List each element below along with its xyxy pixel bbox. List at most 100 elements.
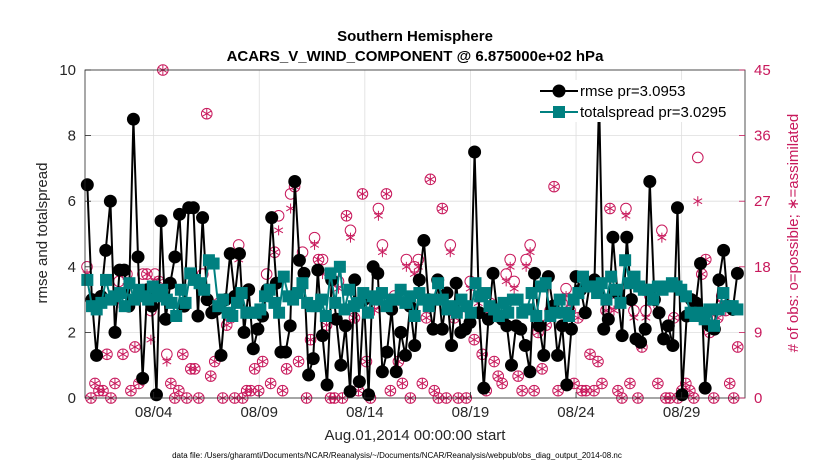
totalspread-point xyxy=(352,296,365,309)
rmse-point xyxy=(712,273,726,287)
y-tick-label-left: 2 xyxy=(68,324,76,341)
rmse-point xyxy=(528,266,542,280)
rmse-point xyxy=(117,263,131,277)
obs-assimilated-marker xyxy=(513,371,523,382)
obs-assimilated-marker xyxy=(621,210,631,221)
obs-possible-marker xyxy=(93,384,105,397)
obs-assimilated-marker xyxy=(653,378,663,389)
legend-rmse-marker xyxy=(552,84,566,98)
obs-possible-marker xyxy=(692,151,704,164)
totalspread-point xyxy=(277,270,290,283)
totalspread-point xyxy=(703,303,716,316)
rmse-point xyxy=(168,250,182,264)
rmse-point xyxy=(500,319,514,333)
obs-possible-marker xyxy=(552,384,564,397)
obs-assimilated-marker xyxy=(250,363,260,374)
rmse-point xyxy=(523,365,537,379)
rmse-point xyxy=(126,112,140,126)
rmse-point xyxy=(551,348,565,362)
obs-assimilated-marker xyxy=(417,378,427,389)
obs-assimilated-marker xyxy=(469,334,479,345)
obs-assimilated-marker xyxy=(110,378,120,389)
totalspread-point xyxy=(375,287,388,300)
obs-assimilated-marker xyxy=(254,385,264,396)
rmse-point xyxy=(435,322,449,336)
y-tick-label-left: 6 xyxy=(68,193,76,210)
rmse-point xyxy=(136,371,150,385)
rmse-point xyxy=(449,276,463,290)
obs-assimilated-marker xyxy=(206,371,216,382)
rmse-point xyxy=(634,335,648,349)
totalspread-point xyxy=(216,293,229,306)
legend-spread-marker xyxy=(553,106,565,118)
totalspread-point xyxy=(572,287,585,300)
rmse-point xyxy=(412,273,426,287)
x-tick-label: 08/14 xyxy=(346,404,384,421)
obs-possible-marker xyxy=(129,341,141,353)
data-file-footnote: data file: /Users/gharamti/Documents/NCA… xyxy=(172,451,622,460)
totalspread-point xyxy=(81,273,94,286)
rmse-point xyxy=(615,329,629,343)
y-axis-label-right: # of obs: o=possible; ∗=assimilated xyxy=(785,114,802,353)
rmse-point xyxy=(232,247,246,261)
rmse-point xyxy=(362,388,376,402)
totalspread-point xyxy=(464,306,477,319)
rmse-point xyxy=(149,388,163,402)
obs-possible-marker xyxy=(580,384,592,397)
obs-assimilated-marker xyxy=(385,385,395,396)
totalspread-point xyxy=(605,270,618,283)
obs-assimilated-marker xyxy=(98,385,108,396)
rmse-point xyxy=(159,312,173,326)
obs-assimilated-marker xyxy=(274,225,284,236)
y-tick-label-left: 8 xyxy=(68,128,76,145)
totalspread-point xyxy=(436,293,449,306)
obs-assimilated-marker xyxy=(725,378,735,389)
totalspread-point xyxy=(343,283,356,296)
totalspread-point xyxy=(530,310,543,322)
obs-assimilated-marker xyxy=(130,341,140,352)
rmse-point xyxy=(694,257,708,271)
obs-assimilated-marker xyxy=(397,378,407,389)
obs-possible-marker xyxy=(488,355,501,368)
rmse-point xyxy=(606,230,620,244)
y-tick-label-left: 4 xyxy=(68,259,76,276)
rmse-point xyxy=(99,243,113,257)
totalspread-point xyxy=(520,303,533,316)
obs-assimilated-marker xyxy=(553,385,563,396)
totalspread-point xyxy=(179,296,192,309)
totalspread-point xyxy=(609,283,622,296)
totalspread-point xyxy=(230,296,243,309)
obs-assimilated-marker xyxy=(693,196,703,207)
obs-possible-marker xyxy=(204,370,217,382)
obs-assimilated-marker xyxy=(357,188,368,199)
x-tick-label: 08/29 xyxy=(663,404,701,421)
obs-possible-marker xyxy=(200,107,213,120)
rmse-point xyxy=(389,365,403,379)
obs-assimilated-marker xyxy=(489,356,499,367)
totalspread-point xyxy=(511,293,524,306)
obs-assimilated-marker xyxy=(549,181,559,192)
totalspread-point xyxy=(357,287,370,300)
totalspread-point xyxy=(600,293,613,306)
totalspread-point xyxy=(577,270,590,283)
totalspread-point xyxy=(548,306,561,319)
obs-possible-marker xyxy=(512,370,524,382)
legend-spread-label: totalspread pr=3.0295 xyxy=(580,104,726,121)
totalspread-point xyxy=(207,257,220,270)
totalspread-point xyxy=(268,296,281,309)
obs-possible-marker xyxy=(184,363,197,375)
rmse-point xyxy=(103,194,117,208)
totalspread-point xyxy=(389,293,402,306)
obs-possible-marker xyxy=(424,173,437,186)
obs-possible-marker xyxy=(240,384,253,397)
obs-assimilated-marker xyxy=(102,349,112,360)
obs-possible-marker xyxy=(592,355,604,368)
obs-assimilated-marker xyxy=(202,108,212,119)
obs-possible-marker xyxy=(516,384,528,397)
obs-possible-marker xyxy=(496,377,508,390)
obs-assimilated-marker xyxy=(166,378,176,389)
obs-possible-marker xyxy=(652,377,664,390)
obs-possible-marker xyxy=(109,377,121,390)
totalspread-point xyxy=(450,306,463,319)
obs-possible-marker xyxy=(244,384,257,397)
